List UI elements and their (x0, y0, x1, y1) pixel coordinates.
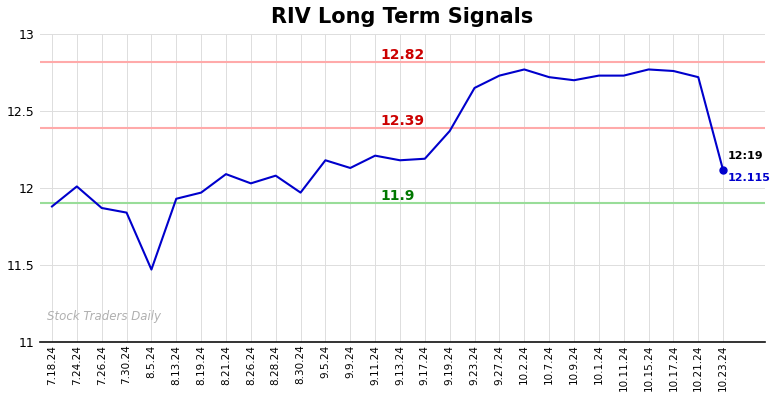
Text: 12.115: 12.115 (728, 174, 770, 183)
Text: Stock Traders Daily: Stock Traders Daily (47, 310, 161, 324)
Text: 11.9: 11.9 (381, 189, 415, 203)
Title: RIV Long Term Signals: RIV Long Term Signals (271, 7, 534, 27)
Text: 12.39: 12.39 (381, 114, 425, 128)
Text: 12:19: 12:19 (728, 151, 763, 161)
Text: 12.82: 12.82 (381, 48, 425, 62)
